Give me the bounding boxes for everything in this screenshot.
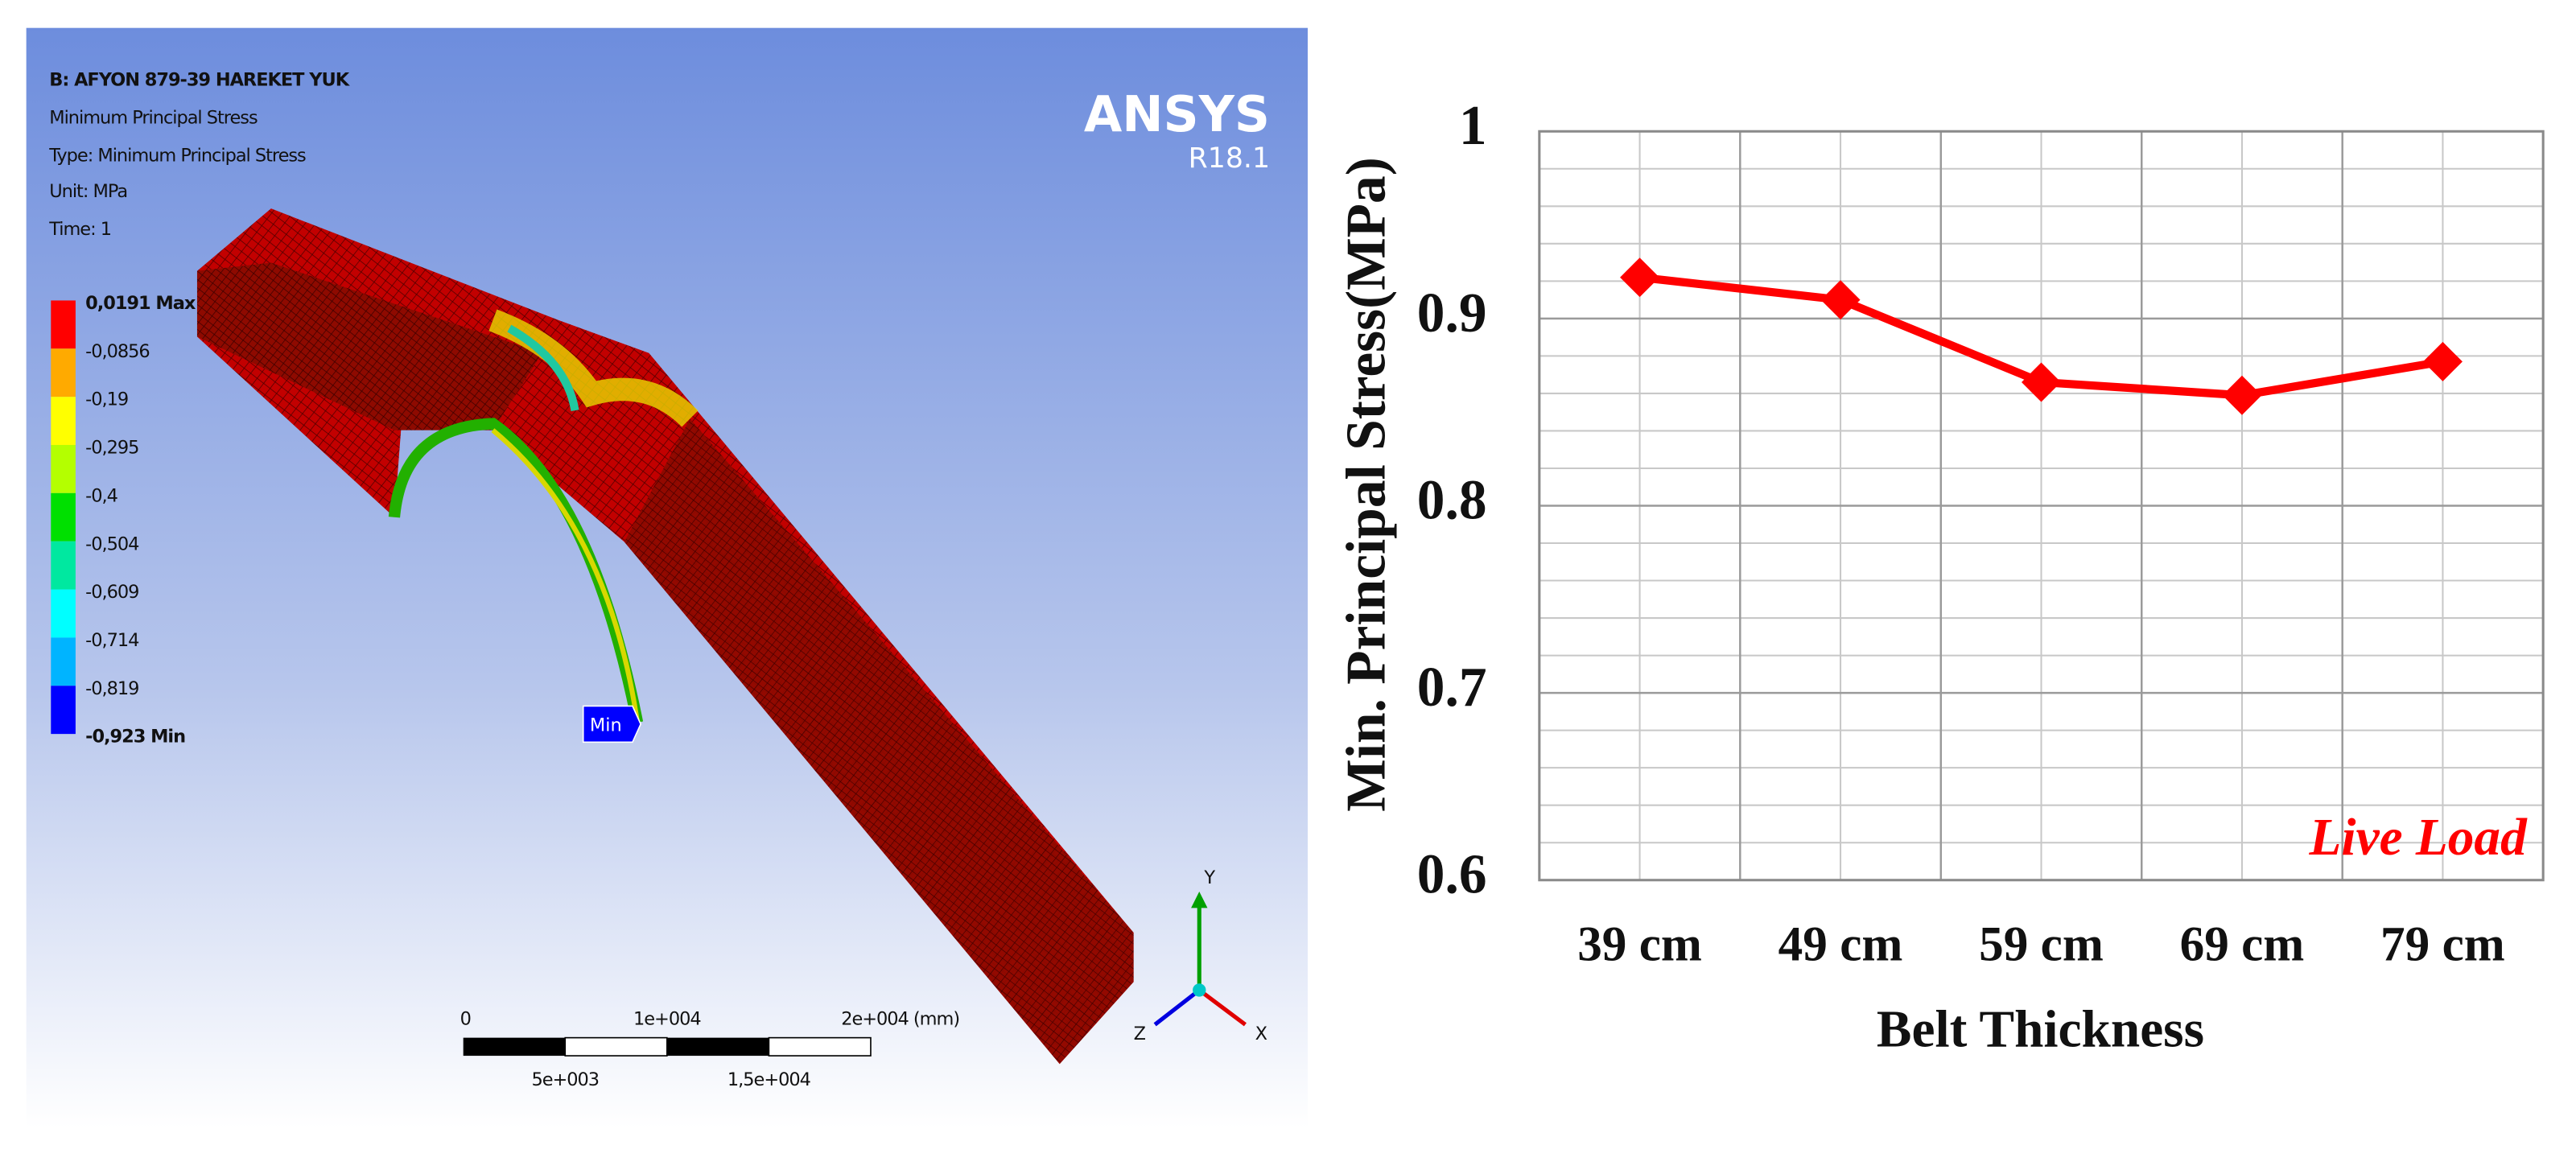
plot-frame (1538, 130, 2545, 882)
scale-label: 0 (460, 1009, 471, 1030)
data-point (1620, 257, 1660, 298)
brand: ANSYS (1084, 86, 1270, 143)
legend-swatch (51, 589, 76, 638)
legend-label: -0,19 (85, 389, 128, 410)
legend-swatch (51, 637, 76, 686)
legend-label: -0,609 (85, 582, 138, 603)
axis-triad (1153, 892, 1247, 1027)
axis-label: Y (1203, 867, 1215, 888)
line-chart: Min. Principal Stress(MPa) Belt Thicknes… (1336, 95, 2545, 1059)
legend-label: -0,714 (85, 630, 139, 651)
scale-bar (463, 1036, 872, 1057)
scale-label: 1,5e+004 (727, 1069, 811, 1090)
scale-label: 2e+004 (mm) (841, 1009, 959, 1030)
legend-label: -0,819 (85, 678, 138, 699)
legend-swatch (51, 348, 76, 398)
ansys-viewport: B: AFYON 879-39 HAREKET YUK Minimum Prin… (26, 27, 1308, 1128)
y-tick-label: 0.7 (1417, 657, 1487, 719)
axis-label: X (1255, 1024, 1267, 1044)
probe-label: Min (590, 715, 622, 735)
scale-label: 5e+003 (531, 1069, 599, 1090)
legend-swatch (51, 541, 76, 590)
version: R18.1 (1189, 142, 1270, 175)
x-axis-label: Belt Thickness (1877, 1001, 2204, 1059)
y-tick-label: 0.9 (1417, 282, 1487, 344)
result-info: Minimum Principal Stress (49, 107, 258, 128)
legend-label: -0,0856 (85, 341, 149, 362)
legend-label: -0,295 (85, 438, 138, 459)
data-point (2022, 362, 2062, 402)
result-info: Unit: MPa (49, 181, 127, 202)
y-tick-label: 0.8 (1417, 469, 1487, 531)
data-point (1820, 280, 1861, 320)
y-axis-label: Min. Principal Stress(MPa) (1336, 157, 1398, 812)
result-title: B: AFYON 879-39 HAREKET YUK (49, 69, 350, 90)
annotation: Live Load (2309, 809, 2529, 867)
y-tick-label: 0.6 (1417, 844, 1487, 906)
legend-swatch (51, 492, 76, 542)
x-tick-label: 49 cm (1778, 917, 1903, 971)
x-tick-label: 59 cm (1979, 917, 2104, 971)
x-tick-label: 39 cm (1577, 917, 1702, 971)
result-info: Time: 1 (48, 219, 111, 240)
model (196, 208, 1134, 1065)
x-tick-label: 79 cm (2380, 917, 2505, 971)
legend-label: -0,923 Min (85, 727, 185, 748)
legend-swatch (51, 397, 76, 445)
scale-label: 1e+004 (633, 1009, 701, 1030)
axis-label: Z (1134, 1024, 1146, 1044)
data-point (2422, 341, 2463, 381)
legend-label: 0,0191 Max (85, 293, 196, 314)
legend-swatch (51, 686, 76, 735)
legend-label: -0,4 (85, 485, 117, 506)
legend-swatch (51, 300, 76, 349)
x-tick-label: 69 cm (2180, 917, 2305, 971)
contour-legend: 0,0191 Max -0,0856 -0,19 -0,295 -0,4 -0,504 -0… (51, 293, 197, 748)
legend-label: -0,504 (85, 533, 139, 554)
y-tick-label: 1 (1459, 95, 1487, 157)
result-info: Type: Minimum Principal Stress (48, 145, 306, 166)
legend-swatch (51, 444, 76, 493)
probe-flag (582, 705, 642, 744)
data-point (2222, 375, 2262, 415)
